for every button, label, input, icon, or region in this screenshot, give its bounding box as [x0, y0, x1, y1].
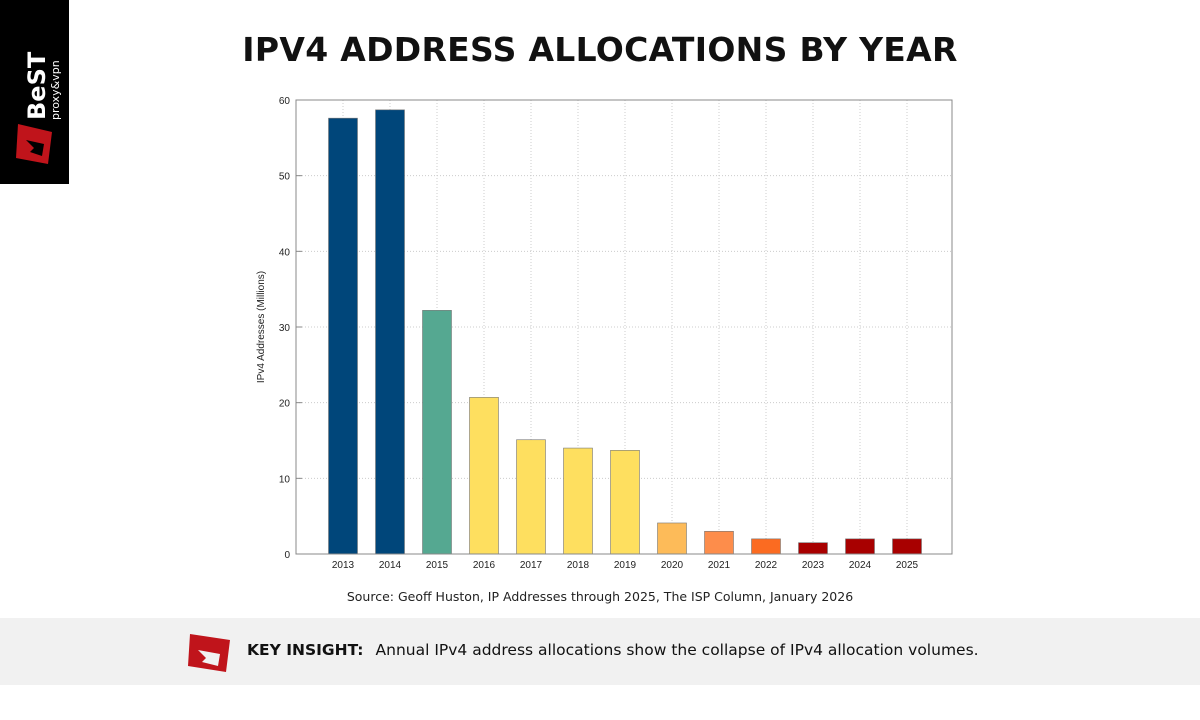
bar-2015 [422, 310, 452, 555]
x-tick-label: 2016 [473, 560, 496, 571]
bar-2014 [375, 109, 405, 555]
x-tick-label: 2014 [379, 560, 402, 571]
source-note: Source: Geoff Huston, IP Addresses throu… [346, 589, 854, 604]
bar-2019 [610, 450, 640, 555]
y-axis-label: IPv4 Addresses (Millions) [256, 271, 267, 383]
insight-text: KEY INSIGHT: Annual IPv4 address allocati… [247, 641, 979, 659]
bar-2025 [892, 538, 922, 555]
y-tick-label: 30 [279, 323, 291, 334]
bar-2018 [563, 447, 593, 555]
x-tick-label: 2015 [426, 560, 449, 571]
brand-mark-icon [188, 634, 230, 672]
x-tick-label: 2023 [802, 560, 825, 571]
y-tick-label: 50 [279, 172, 291, 183]
x-tick-label: 2017 [520, 560, 543, 571]
x-tick-label: 2019 [614, 560, 637, 571]
bar-2022 [751, 538, 781, 555]
y-tick-label: 0 [284, 550, 290, 561]
x-tick-label: 2013 [332, 560, 355, 571]
svg-text:proxy&vpn: proxy&vpn [49, 60, 62, 120]
x-tick-label: 2020 [661, 560, 684, 571]
x-tick-label: 2024 [849, 560, 872, 571]
bar-2016 [469, 397, 499, 555]
plot-frame [295, 99, 953, 555]
key-insight-banner: KEY INSIGHT: Annual IPv4 address allocati… [0, 618, 1200, 685]
bar-2017 [516, 439, 546, 555]
svg-text:BeST: BeST [23, 51, 51, 120]
page-title: IPV4 ADDRESS ALLOCATIONS BY YEAR [242, 30, 958, 69]
bar-2023 [798, 542, 828, 555]
x-tick-label: 2021 [708, 560, 731, 571]
bar-chart: 0 10 20 30 40 50 60 2013 2014 2015 2016 2017 2018 201… [256, 96, 953, 571]
y-tick-label: 40 [279, 247, 291, 258]
insight-label: KEY INSIGHT: [247, 641, 364, 659]
bar-2024 [845, 538, 875, 555]
bar-2013 [328, 117, 358, 555]
y-tick-label: 20 [279, 399, 291, 410]
insight-body: Annual IPv4 address allocations show the… [375, 641, 979, 659]
bar-2020 [657, 522, 687, 555]
x-tick-label: 2022 [755, 560, 778, 571]
x-tick-label: 2018 [567, 560, 590, 571]
bar-2021 [704, 530, 734, 555]
y-tick-label: 10 [279, 474, 291, 485]
x-tick-label: 2025 [896, 560, 919, 571]
y-tick-label: 60 [279, 96, 291, 107]
brand-logo: BeST proxy&vpn [0, 0, 69, 184]
